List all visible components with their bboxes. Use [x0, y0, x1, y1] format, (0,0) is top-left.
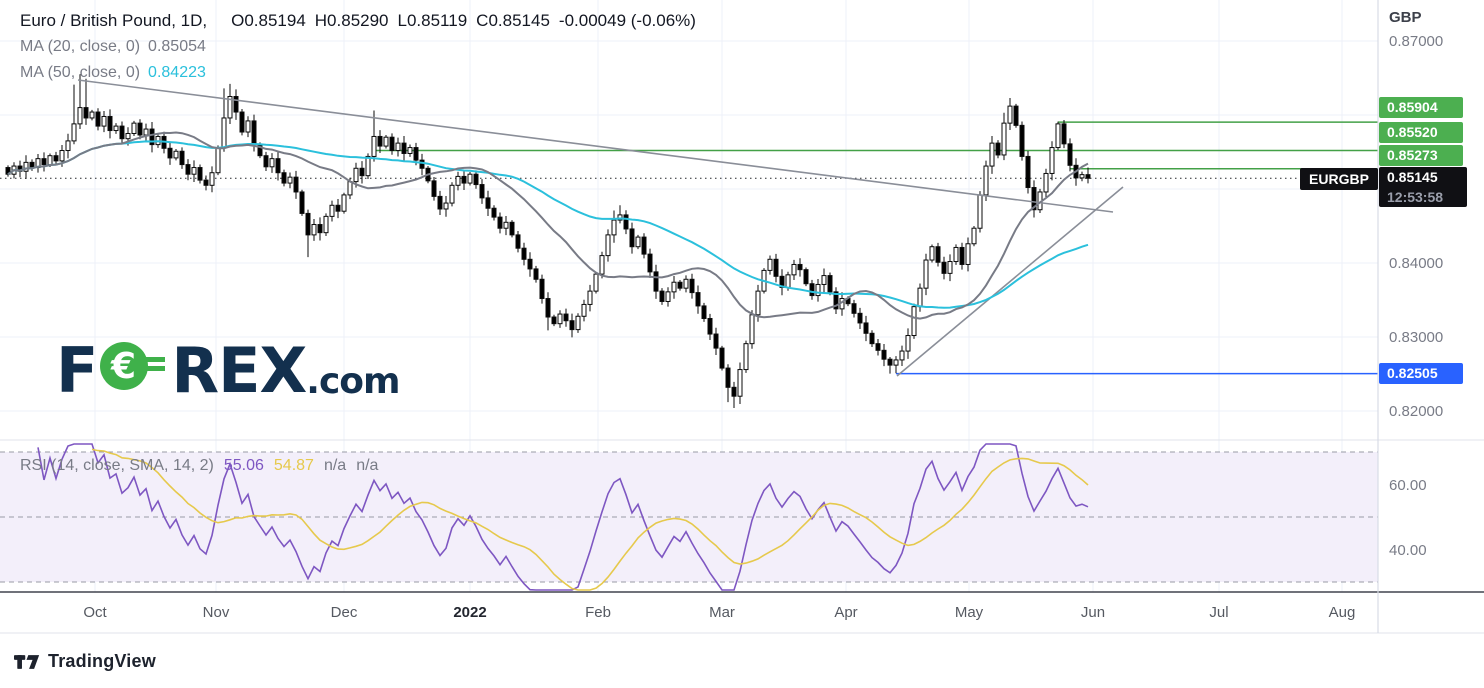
watermark-text-rex: REX [171, 334, 307, 407]
price-axis-currency[interactable]: GBP [1389, 9, 1422, 26]
rsi-label: RSI (14, close, SMA, 14, 2) [20, 457, 214, 474]
last-price-value: 0.85145 [1387, 169, 1438, 185]
support-price-label: 0.82505 [1379, 363, 1463, 384]
ma20-label: MA (20, close, 0) [20, 38, 141, 55]
tradingview-logo-icon [14, 654, 40, 669]
ohlc-low: L0.85119 [397, 11, 468, 30]
time-axis-label[interactable]: Oct [83, 604, 107, 621]
ohlc-close: C0.85145 [476, 11, 550, 30]
symbol-legend[interactable]: Euro / British Pound, 1D, O0.85194 H0.8529… [20, 11, 705, 31]
time-axis-label[interactable]: Feb [585, 604, 611, 621]
euro-sign: € [110, 346, 135, 387]
ma50-label: MA (50, close, 0) [20, 64, 141, 81]
price-axis-tick[interactable]: 0.84000 [1389, 255, 1444, 272]
rsi-value: 55.06 [223, 457, 264, 474]
rsi-axis-tick[interactable]: 60.00 [1389, 476, 1427, 494]
rsi-axis-tick[interactable]: 40.00 [1389, 541, 1427, 559]
countdown-timer: 12:53:58 [1387, 189, 1444, 205]
resistance-price-label-1: 0.85904 [1379, 97, 1463, 118]
rsi-ma-value: 54.87 [273, 457, 314, 474]
watermark-text-com: .com [306, 361, 400, 402]
price-axis-tick[interactable]: 0.83000 [1389, 329, 1444, 346]
time-axis-label[interactable]: Mar [709, 604, 735, 621]
time-axis-label[interactable]: Dec [330, 604, 358, 621]
tradingview-attribution[interactable]: TradingView [14, 651, 156, 672]
ohlc-high: H0.85290 [314, 11, 389, 30]
time-axis-label[interactable]: May [954, 604, 984, 621]
rsi-legend[interactable]: RSI (14, close, SMA, 14, 2) 55.06 54.87 n/a… [20, 457, 378, 475]
ohlc-open: O0.85194 [231, 11, 306, 30]
rsi-na-2: n/a [356, 457, 379, 474]
rsi-na-1: n/a [323, 457, 347, 474]
price-axis-tick[interactable]: 0.82000 [1389, 403, 1444, 420]
last-price-label: 0.85145 12:53:58 [1379, 167, 1467, 207]
ma50-value: 0.84223 [148, 64, 206, 81]
forex-euro-logo-icon: € [100, 342, 166, 390]
symbol-flag-label: EURGBP [1300, 168, 1378, 190]
ohlc-change: -0.00049 (-0.06%) [558, 11, 696, 30]
chart-canvas[interactable] [0, 0, 1484, 644]
symbol-title[interactable]: Euro / British Pound, 1D, [20, 11, 208, 30]
time-axis-label[interactable]: Jun [1080, 604, 1106, 621]
ma20-legend[interactable]: MA (20, close, 0) 0.85054 [20, 38, 206, 56]
resistance-price-label-2: 0.85520 [1379, 122, 1463, 143]
ma50-legend[interactable]: MA (50, close, 0) 0.84223 [20, 64, 206, 82]
time-axis-label[interactable]: Aug [1328, 604, 1356, 621]
resistance-price-label-3: 0.85273 [1379, 145, 1463, 166]
time-axis-label[interactable]: Nov [202, 604, 230, 621]
forex-com-watermark: F € REX .com [56, 334, 401, 407]
price-axis-tick[interactable]: 0.87000 [1389, 33, 1444, 50]
watermark-text-f: F [56, 334, 98, 407]
time-axis-label[interactable]: 2022 [453, 604, 487, 621]
time-axis-label[interactable]: Apr [834, 604, 858, 621]
tradingview-wordmark[interactable]: TradingView [48, 651, 156, 671]
time-axis-label[interactable]: Jul [1209, 604, 1229, 621]
ma20-value: 0.85054 [148, 38, 206, 55]
